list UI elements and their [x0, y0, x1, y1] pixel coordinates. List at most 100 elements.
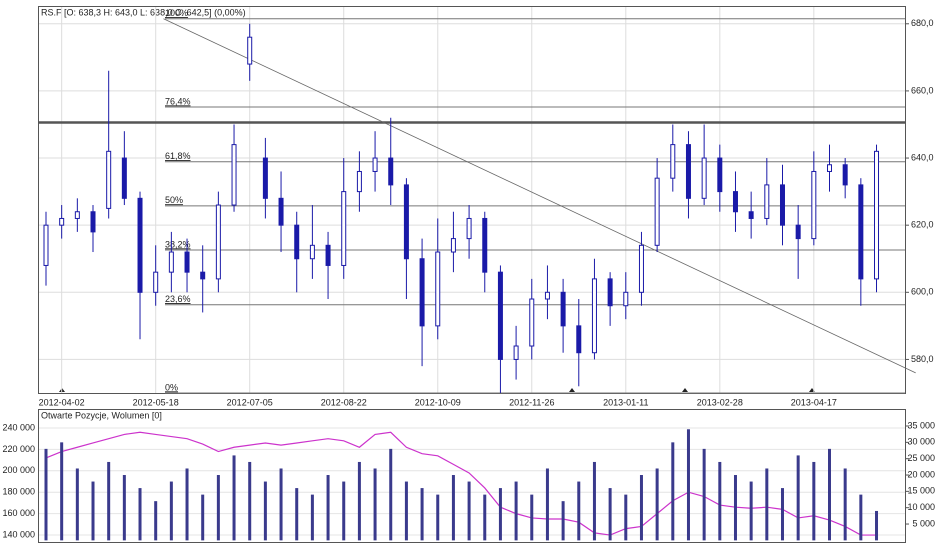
candle-body	[701, 157, 707, 199]
candle-body	[497, 271, 503, 360]
volume-bar	[279, 468, 283, 541]
volume-bar	[530, 494, 534, 541]
volume-title: Otwarte Pozycje, Wolumen [0]	[41, 410, 162, 420]
candle-body	[388, 157, 394, 186]
candle-body	[638, 244, 644, 293]
candle-body	[670, 144, 676, 179]
volume-bar	[44, 448, 48, 541]
volume-bar	[310, 494, 314, 541]
fib-label: 0%	[165, 382, 178, 392]
fib-label: 50%	[165, 195, 183, 205]
event-marker	[682, 388, 688, 392]
candle-body	[685, 144, 691, 199]
x-tick-label: 2012-08-22	[321, 397, 367, 407]
open-interest-line	[45, 431, 877, 536]
volume-bar	[122, 475, 126, 541]
candle-body	[529, 298, 535, 347]
candle-body	[262, 157, 268, 199]
candle-body	[247, 36, 253, 65]
volume-bar	[765, 468, 769, 541]
volume-bar	[389, 448, 393, 541]
volume-bar	[592, 461, 596, 541]
y2-tick-label: 20 000	[907, 469, 935, 479]
candle-body	[576, 325, 582, 354]
volume-bar	[639, 475, 643, 541]
candle-body	[215, 204, 221, 280]
y-tick-label: 600,0	[911, 287, 934, 297]
candle-body	[43, 224, 49, 266]
y2-tick-label: 30 000	[907, 437, 935, 447]
volume-bar	[201, 494, 205, 541]
volume-bar	[702, 448, 706, 541]
candle-body	[466, 217, 472, 240]
event-marker	[569, 388, 575, 392]
volume-bar	[608, 488, 612, 541]
candle-body	[356, 170, 362, 193]
candle-body	[294, 224, 300, 260]
volume-bar	[483, 494, 487, 541]
volume-bar	[342, 481, 346, 541]
volume-bar	[263, 481, 267, 541]
y-tick-label: 140 000	[2, 529, 35, 539]
candle-body	[403, 184, 409, 260]
volume-bar	[185, 468, 189, 541]
candle-body	[842, 164, 848, 186]
candle-body	[137, 197, 143, 293]
y-tick-label: 580,0	[911, 354, 934, 364]
candle-body	[560, 291, 566, 327]
candle-body	[591, 278, 597, 354]
candle-body	[278, 197, 284, 226]
candle-body	[779, 184, 785, 226]
candle-body	[827, 164, 832, 172]
x-tick-label: 2013-02-28	[697, 397, 743, 407]
volume-bar	[248, 461, 252, 541]
candle-body	[858, 184, 864, 280]
candle-body	[325, 244, 331, 266]
volume-bar	[843, 468, 847, 541]
y-tick-label: 200 000	[2, 465, 35, 475]
volume-bar	[859, 494, 863, 541]
x-tick-label: 2012-11-26	[509, 397, 554, 407]
x-tick-label: 2012-10-09	[415, 397, 461, 407]
price-title: RS.F [O: 638,3 H: 643,0 L: 638,0 C: 642,…	[41, 7, 246, 17]
candle-body	[654, 177, 660, 246]
y2-tick-label: 10 000	[907, 502, 935, 512]
candle-body	[153, 271, 159, 293]
volume-bar	[875, 510, 879, 541]
volume-bar	[514, 481, 518, 541]
volume-bar	[404, 481, 408, 541]
volume-bar	[295, 488, 299, 541]
y-tick-label: 620,0	[911, 220, 934, 230]
candle-body	[309, 244, 315, 260]
candle-body	[90, 211, 96, 233]
volume-bar	[420, 488, 424, 541]
volume-bar	[780, 488, 784, 541]
candle-body	[607, 278, 613, 307]
volume-bar	[828, 448, 831, 541]
volume-bar	[451, 475, 455, 541]
volume-bar	[138, 488, 142, 541]
volume-bar	[169, 481, 173, 541]
volume-bar	[749, 481, 753, 541]
candle-body	[121, 157, 127, 199]
y-tick-label: 240 000	[2, 422, 35, 432]
x-tick-label: 2013-01-11	[603, 397, 648, 407]
volume-bar	[812, 461, 816, 541]
candle-body	[811, 170, 817, 240]
candle-body	[106, 150, 112, 209]
volume-bar	[467, 481, 471, 541]
volume-bar	[796, 455, 800, 541]
y-tick-label: 160 000	[2, 508, 35, 518]
candle-body	[732, 191, 738, 213]
y-tick-label: 220 000	[2, 444, 35, 454]
candle-body	[435, 251, 441, 327]
y2-tick-label: 15 000	[907, 486, 935, 496]
y-tick-label: 660,0	[911, 85, 934, 95]
candle-body	[184, 251, 190, 273]
volume-bar	[577, 481, 581, 541]
candle-body	[231, 144, 237, 206]
volume-bar	[733, 475, 737, 541]
fib-label: 76,4%	[165, 96, 191, 106]
y2-tick-label: 35 000	[907, 420, 935, 430]
candle-body	[59, 217, 65, 226]
